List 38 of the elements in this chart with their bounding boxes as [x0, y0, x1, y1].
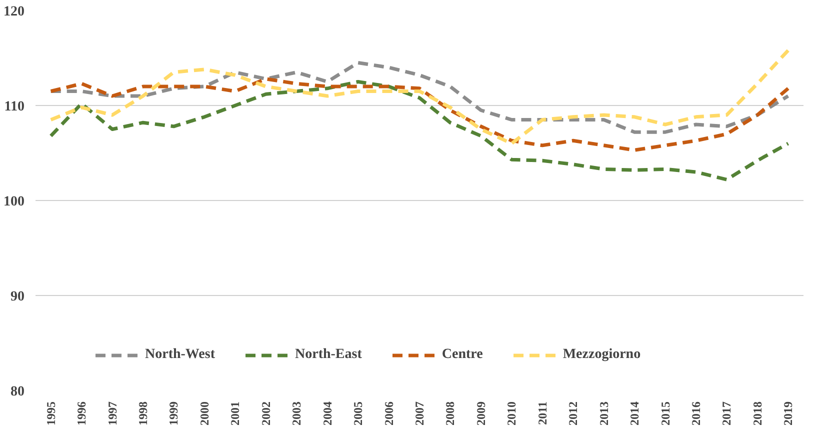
y-tick-label: 110 — [4, 100, 25, 114]
x-tick-label: 2019 — [781, 402, 796, 426]
x-tick-label: 2009 — [474, 402, 488, 426]
x-tick-label: 2002 — [258, 402, 273, 426]
x-tick-label: 2003 — [290, 402, 304, 426]
x-tick-label: 2010 — [504, 402, 519, 426]
x-tick-label: 1996 — [74, 402, 89, 426]
x-tick-label: 1999 — [166, 402, 181, 426]
x-tick-label: 2007 — [412, 402, 426, 426]
legend-label: North-West — [145, 347, 215, 363]
x-tick-label: 2018 — [750, 402, 764, 426]
line-series — [49, 48, 790, 146]
x-tick-label: 2014 — [628, 402, 642, 426]
x-tick-label: 2017 — [720, 402, 734, 426]
x-tick-label: 1997 — [105, 402, 120, 426]
x-tick-label: 2008 — [443, 402, 458, 426]
y-tick-label: 120 — [4, 4, 24, 20]
y-tick-label: 100 — [4, 194, 24, 210]
y-tick-label: 80 — [10, 384, 24, 400]
legend-label: Centre — [442, 347, 483, 363]
line-series — [49, 80, 790, 182]
x-tick-label: 2015 — [658, 402, 672, 426]
line-series — [49, 77, 790, 152]
line-series — [49, 61, 790, 134]
y-tick-label: 90 — [10, 290, 24, 304]
x-tick-label: 2016 — [688, 402, 703, 426]
x-tick-label: 1995 — [44, 402, 58, 426]
x-tick-label: 1998 — [136, 402, 150, 426]
x-tick-label: 2006 — [382, 402, 396, 426]
x-tick-label: 2001 — [228, 402, 242, 426]
x-tick-label: 2011 — [535, 401, 550, 425]
x-tick-label: 2004 — [320, 402, 334, 426]
x-tick-label: 2000 — [197, 402, 212, 426]
x-tick-label: 2005 — [351, 402, 366, 426]
legend-label: North-East — [295, 347, 362, 363]
x-tick-label: 2013 — [596, 402, 611, 426]
x-tick-label: 2012 — [566, 402, 580, 426]
legend-label: Mezzogiorno — [562, 347, 641, 363]
